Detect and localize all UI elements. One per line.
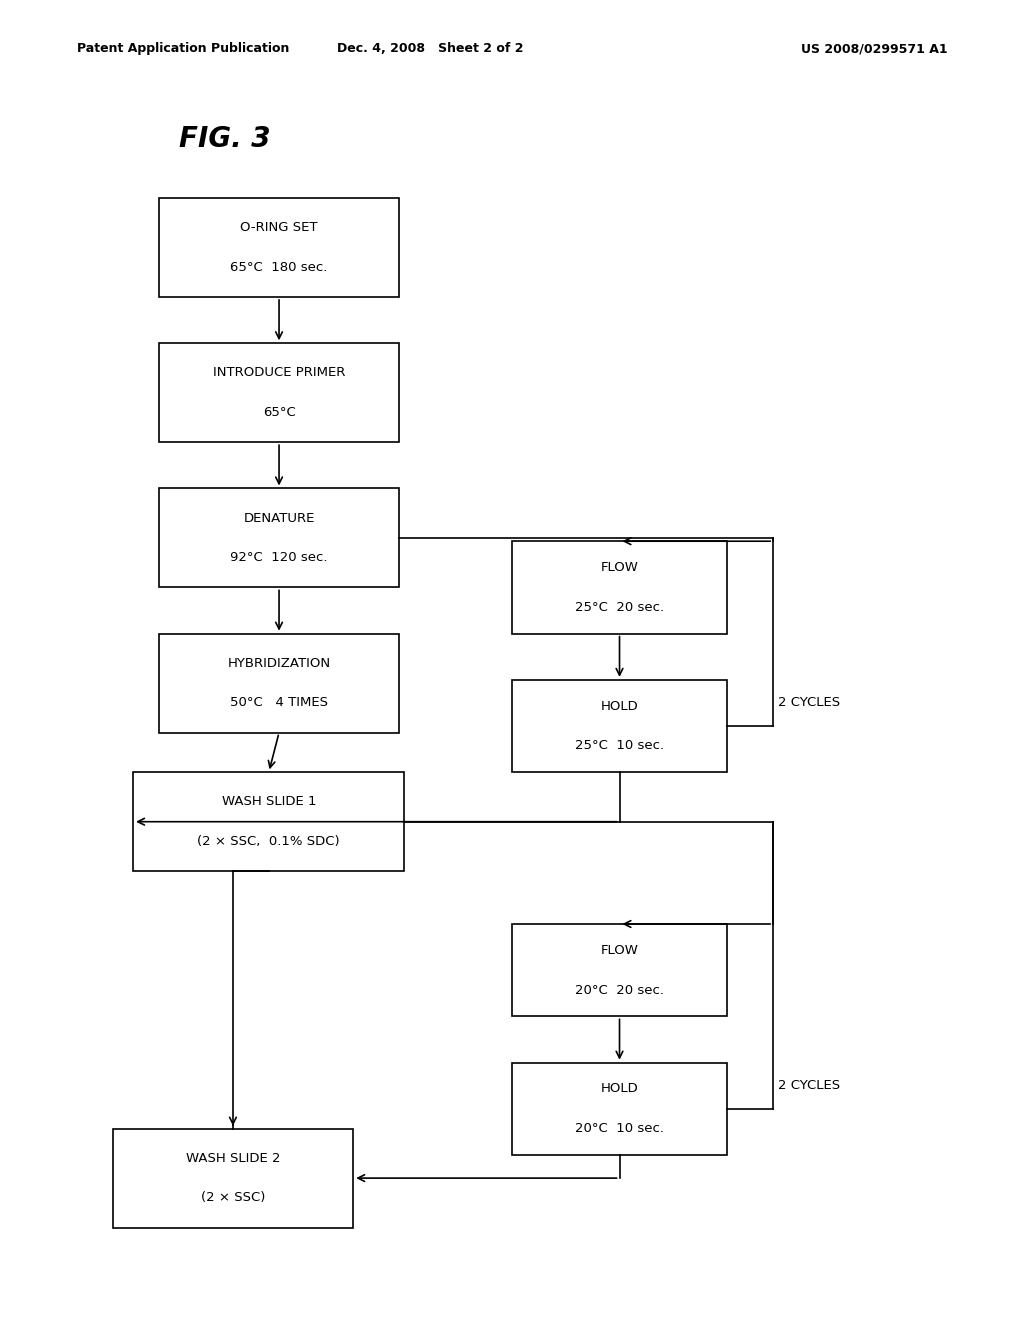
FancyBboxPatch shape (133, 772, 404, 871)
Text: 20°C  20 sec.: 20°C 20 sec. (575, 983, 664, 997)
FancyBboxPatch shape (512, 924, 727, 1016)
Text: 2 CYCLES: 2 CYCLES (778, 696, 841, 709)
Text: WASH SLIDE 2: WASH SLIDE 2 (185, 1152, 281, 1164)
Text: HOLD: HOLD (601, 1082, 638, 1096)
Text: O-RING SET: O-RING SET (241, 222, 317, 234)
Text: 65°C  180 sec.: 65°C 180 sec. (230, 261, 328, 273)
Text: WASH SLIDE 1: WASH SLIDE 1 (221, 796, 316, 808)
Text: US 2008/0299571 A1: US 2008/0299571 A1 (801, 42, 947, 55)
FancyBboxPatch shape (159, 198, 399, 297)
Text: 2 CYCLES: 2 CYCLES (778, 1078, 841, 1092)
Text: 65°C: 65°C (263, 407, 295, 418)
Text: 20°C  10 sec.: 20°C 10 sec. (575, 1122, 664, 1135)
Text: (2 × SSC,  0.1% SDC): (2 × SSC, 0.1% SDC) (198, 836, 340, 847)
Text: INTRODUCE PRIMER: INTRODUCE PRIMER (213, 367, 345, 379)
FancyBboxPatch shape (512, 541, 727, 634)
FancyBboxPatch shape (512, 680, 727, 772)
Text: FIG. 3: FIG. 3 (179, 124, 270, 153)
FancyBboxPatch shape (159, 488, 399, 587)
FancyBboxPatch shape (512, 1063, 727, 1155)
Text: DENATURE: DENATURE (244, 512, 314, 524)
Text: 50°C   4 TIMES: 50°C 4 TIMES (230, 697, 328, 709)
FancyBboxPatch shape (159, 343, 399, 442)
Text: 92°C  120 sec.: 92°C 120 sec. (230, 552, 328, 564)
FancyBboxPatch shape (113, 1129, 353, 1228)
Text: HOLD: HOLD (601, 700, 638, 713)
Text: 25°C  10 sec.: 25°C 10 sec. (574, 739, 665, 752)
Text: FLOW: FLOW (601, 944, 638, 957)
Text: (2 × SSC): (2 × SSC) (201, 1192, 265, 1204)
Text: HYBRIDIZATION: HYBRIDIZATION (227, 657, 331, 669)
Text: Dec. 4, 2008   Sheet 2 of 2: Dec. 4, 2008 Sheet 2 of 2 (337, 42, 523, 55)
Text: Patent Application Publication: Patent Application Publication (77, 42, 289, 55)
Text: FLOW: FLOW (601, 561, 638, 574)
FancyBboxPatch shape (159, 634, 399, 733)
Text: 25°C  20 sec.: 25°C 20 sec. (574, 601, 665, 614)
